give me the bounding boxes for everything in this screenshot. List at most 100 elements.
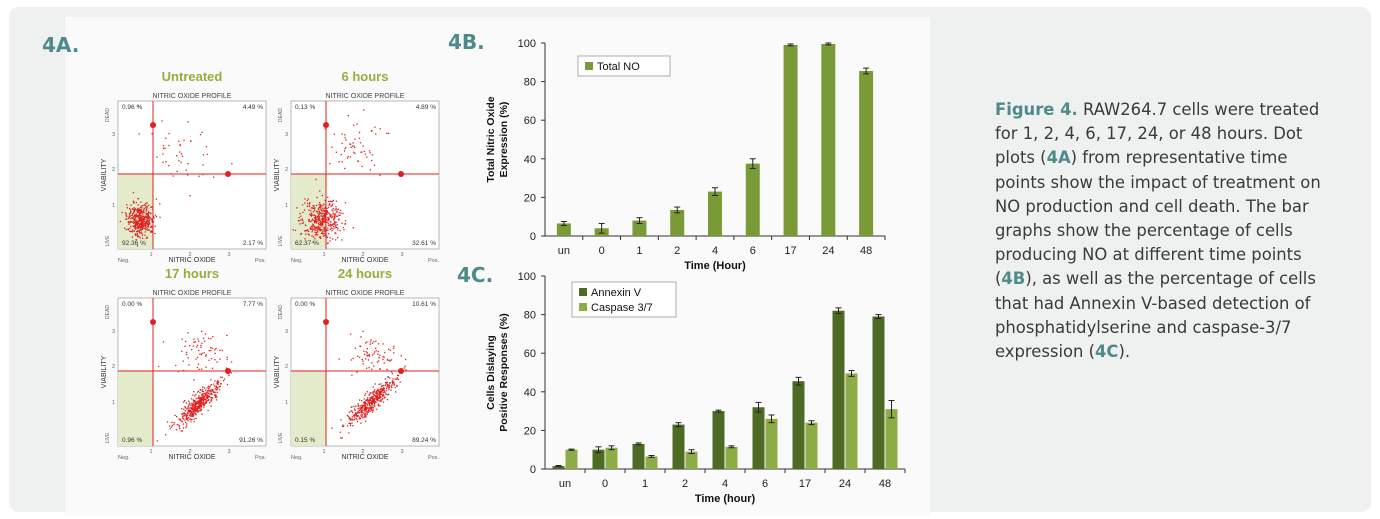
x-axis-label: Time (Hour) xyxy=(684,260,746,272)
dotplot-point xyxy=(139,237,141,239)
dotplot-point xyxy=(203,406,205,408)
dotplot-point xyxy=(133,230,135,233)
dotplot-point xyxy=(380,387,382,389)
dotplot-point xyxy=(349,424,352,426)
dotplot-point xyxy=(209,389,212,391)
dotplot-point xyxy=(198,399,200,402)
legend-swatch xyxy=(585,62,593,70)
dotplot-point xyxy=(353,151,355,153)
dotplot-point xyxy=(322,215,324,218)
dotplot-point xyxy=(372,396,374,398)
dotplot-point xyxy=(193,399,195,402)
y-tick-label: 100 xyxy=(518,271,536,283)
dotplot-point xyxy=(129,220,131,223)
dotplot-point xyxy=(215,389,217,391)
dotplot-point xyxy=(136,231,138,233)
dotplot-point xyxy=(210,391,212,393)
dotplot-point xyxy=(358,418,360,420)
dotplot-point xyxy=(377,403,379,406)
dotplot-point xyxy=(193,403,196,405)
dotplot-point xyxy=(371,362,373,364)
quadrant-upper-left: 0.00 % xyxy=(122,301,142,308)
dotplot-point xyxy=(129,230,131,232)
dotplot-point xyxy=(364,420,367,422)
dotplot-point xyxy=(200,389,202,391)
dotplot-point xyxy=(196,410,199,412)
dotplot-point xyxy=(139,212,141,214)
dotplot-x-tick: 2 xyxy=(188,449,191,455)
dotplot-point xyxy=(204,395,206,397)
x-tick-label: 4 xyxy=(712,245,718,257)
dotplot-point xyxy=(187,405,189,408)
dotplot-point xyxy=(187,357,189,359)
dotplot-point xyxy=(351,374,353,376)
dotplot-point xyxy=(211,367,214,369)
dotplot-point xyxy=(311,226,313,228)
dotplot-point xyxy=(308,209,310,211)
dotplot-point xyxy=(129,218,132,220)
bar-caspase-3-7 xyxy=(845,373,858,469)
dotplot-point xyxy=(140,212,142,215)
dotplot-point xyxy=(140,216,142,218)
dotplot-point xyxy=(384,384,387,387)
dotplot-point xyxy=(201,399,204,401)
dotplot-point xyxy=(143,218,145,221)
dotplot-point xyxy=(134,225,136,227)
dotplot-point xyxy=(354,409,356,411)
dotplot-point xyxy=(127,222,130,224)
dotplot-point xyxy=(329,237,331,239)
dotplot-point xyxy=(204,393,206,395)
dotplot-point xyxy=(196,366,198,369)
dotplot-ylabel: VIABILITY xyxy=(101,158,108,191)
dotplot-point xyxy=(320,206,322,208)
dotplot-point xyxy=(360,336,362,338)
dotplot-point xyxy=(359,142,362,144)
dotplot-point xyxy=(215,347,217,350)
dotplot-point xyxy=(323,221,326,223)
dotplot-point xyxy=(315,226,317,229)
dotplot-point xyxy=(335,211,337,213)
dotplot-point xyxy=(372,401,374,403)
dotplot-point xyxy=(364,406,366,408)
dotplot-point xyxy=(208,391,210,393)
dotplot-point xyxy=(135,226,137,228)
dotplot-point xyxy=(360,422,362,424)
dotplot-ylabel: VIABILITY xyxy=(274,158,281,191)
dotplot-point xyxy=(389,382,391,384)
dotplot-point xyxy=(358,409,361,411)
dotplot-point xyxy=(210,390,212,392)
dotplot-point xyxy=(376,395,378,397)
dotplot-point xyxy=(219,385,222,388)
dotplot-point xyxy=(368,402,370,404)
dotplot-point xyxy=(353,145,355,147)
bar-annexin-v xyxy=(592,449,605,469)
dotplot-point xyxy=(205,402,208,404)
dotplot-point xyxy=(360,416,363,418)
dotplot-point xyxy=(335,224,337,227)
dotplot-point xyxy=(321,213,323,215)
dotplot-point xyxy=(354,138,356,140)
dotplot-point xyxy=(394,387,396,389)
dotplot-point xyxy=(298,216,300,219)
dotplot-point xyxy=(151,227,153,229)
dotplot-point xyxy=(137,221,139,223)
dotplot-point xyxy=(191,405,193,407)
dotplot-point xyxy=(302,211,304,213)
dotplot-point xyxy=(147,214,150,217)
dotplot-point xyxy=(149,212,151,214)
dotplot-point xyxy=(184,413,186,415)
dotplot-point xyxy=(319,213,321,215)
dotplot-point xyxy=(129,227,131,229)
dotplot-point xyxy=(216,396,218,398)
dotplot-x-pos: Pos. xyxy=(428,455,439,461)
dotplot-point xyxy=(188,400,190,402)
dotplot-point xyxy=(369,401,371,403)
dotplot-point xyxy=(138,213,141,216)
dotplot-point xyxy=(370,407,373,409)
dotplot-point xyxy=(136,223,138,225)
dotplot-point xyxy=(311,225,313,227)
dotplot-point xyxy=(231,163,233,165)
dotplot-point xyxy=(147,213,149,215)
x-tick-label: 6 xyxy=(750,245,756,257)
dotplot-point xyxy=(203,352,205,354)
